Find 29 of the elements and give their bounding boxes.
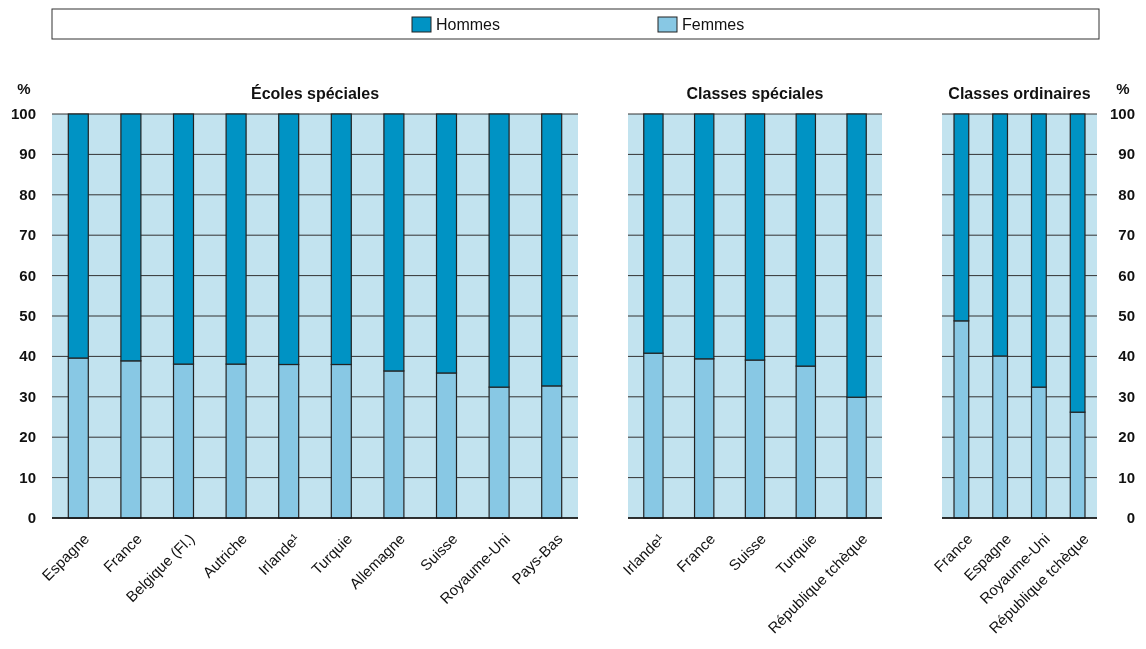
y2-tick-label: 30 bbox=[1118, 387, 1135, 405]
chart-title: Classes ordinaires bbox=[948, 85, 1091, 102]
y-tick-label: 0 bbox=[27, 509, 36, 526]
y2-tick-label: 20 bbox=[1118, 428, 1135, 446]
y2-tick-label: 60 bbox=[1118, 266, 1135, 284]
y-tick-label: 80 bbox=[19, 185, 36, 203]
chart-title: Classes spéciales bbox=[686, 85, 824, 102]
y2-axis-title: % bbox=[1116, 80, 1130, 97]
y-tick-label: 20 bbox=[19, 428, 36, 446]
y2-tick-label: 50 bbox=[1118, 307, 1135, 324]
y-tick-label: 50 bbox=[19, 307, 36, 324]
legend-label: Hommes bbox=[436, 16, 501, 33]
y2-tick-label: 90 bbox=[1118, 145, 1135, 163]
legend-label: Femmes bbox=[682, 16, 745, 33]
y-tick-label: 30 bbox=[19, 387, 36, 405]
y-tick-label: 40 bbox=[19, 347, 36, 365]
y-tick-label: 70 bbox=[19, 226, 36, 244]
y2-tick-label: 80 bbox=[1118, 185, 1135, 203]
y2-tick-label: 10 bbox=[1118, 468, 1135, 486]
y2-tick-label: 40 bbox=[1118, 347, 1135, 365]
y-tick-label: 100 bbox=[10, 105, 36, 122]
y-tick-label: 90 bbox=[19, 145, 36, 163]
y-tick-label: 60 bbox=[19, 266, 36, 284]
y2-tick-label: 100 bbox=[1109, 105, 1135, 122]
y-tick-label: 10 bbox=[19, 468, 36, 486]
y-axis-title: % bbox=[17, 80, 31, 97]
y2-tick-label: 0 bbox=[1126, 509, 1135, 526]
y2-tick-label: 70 bbox=[1118, 226, 1135, 244]
chart-title: Écoles spéciales bbox=[250, 84, 380, 102]
